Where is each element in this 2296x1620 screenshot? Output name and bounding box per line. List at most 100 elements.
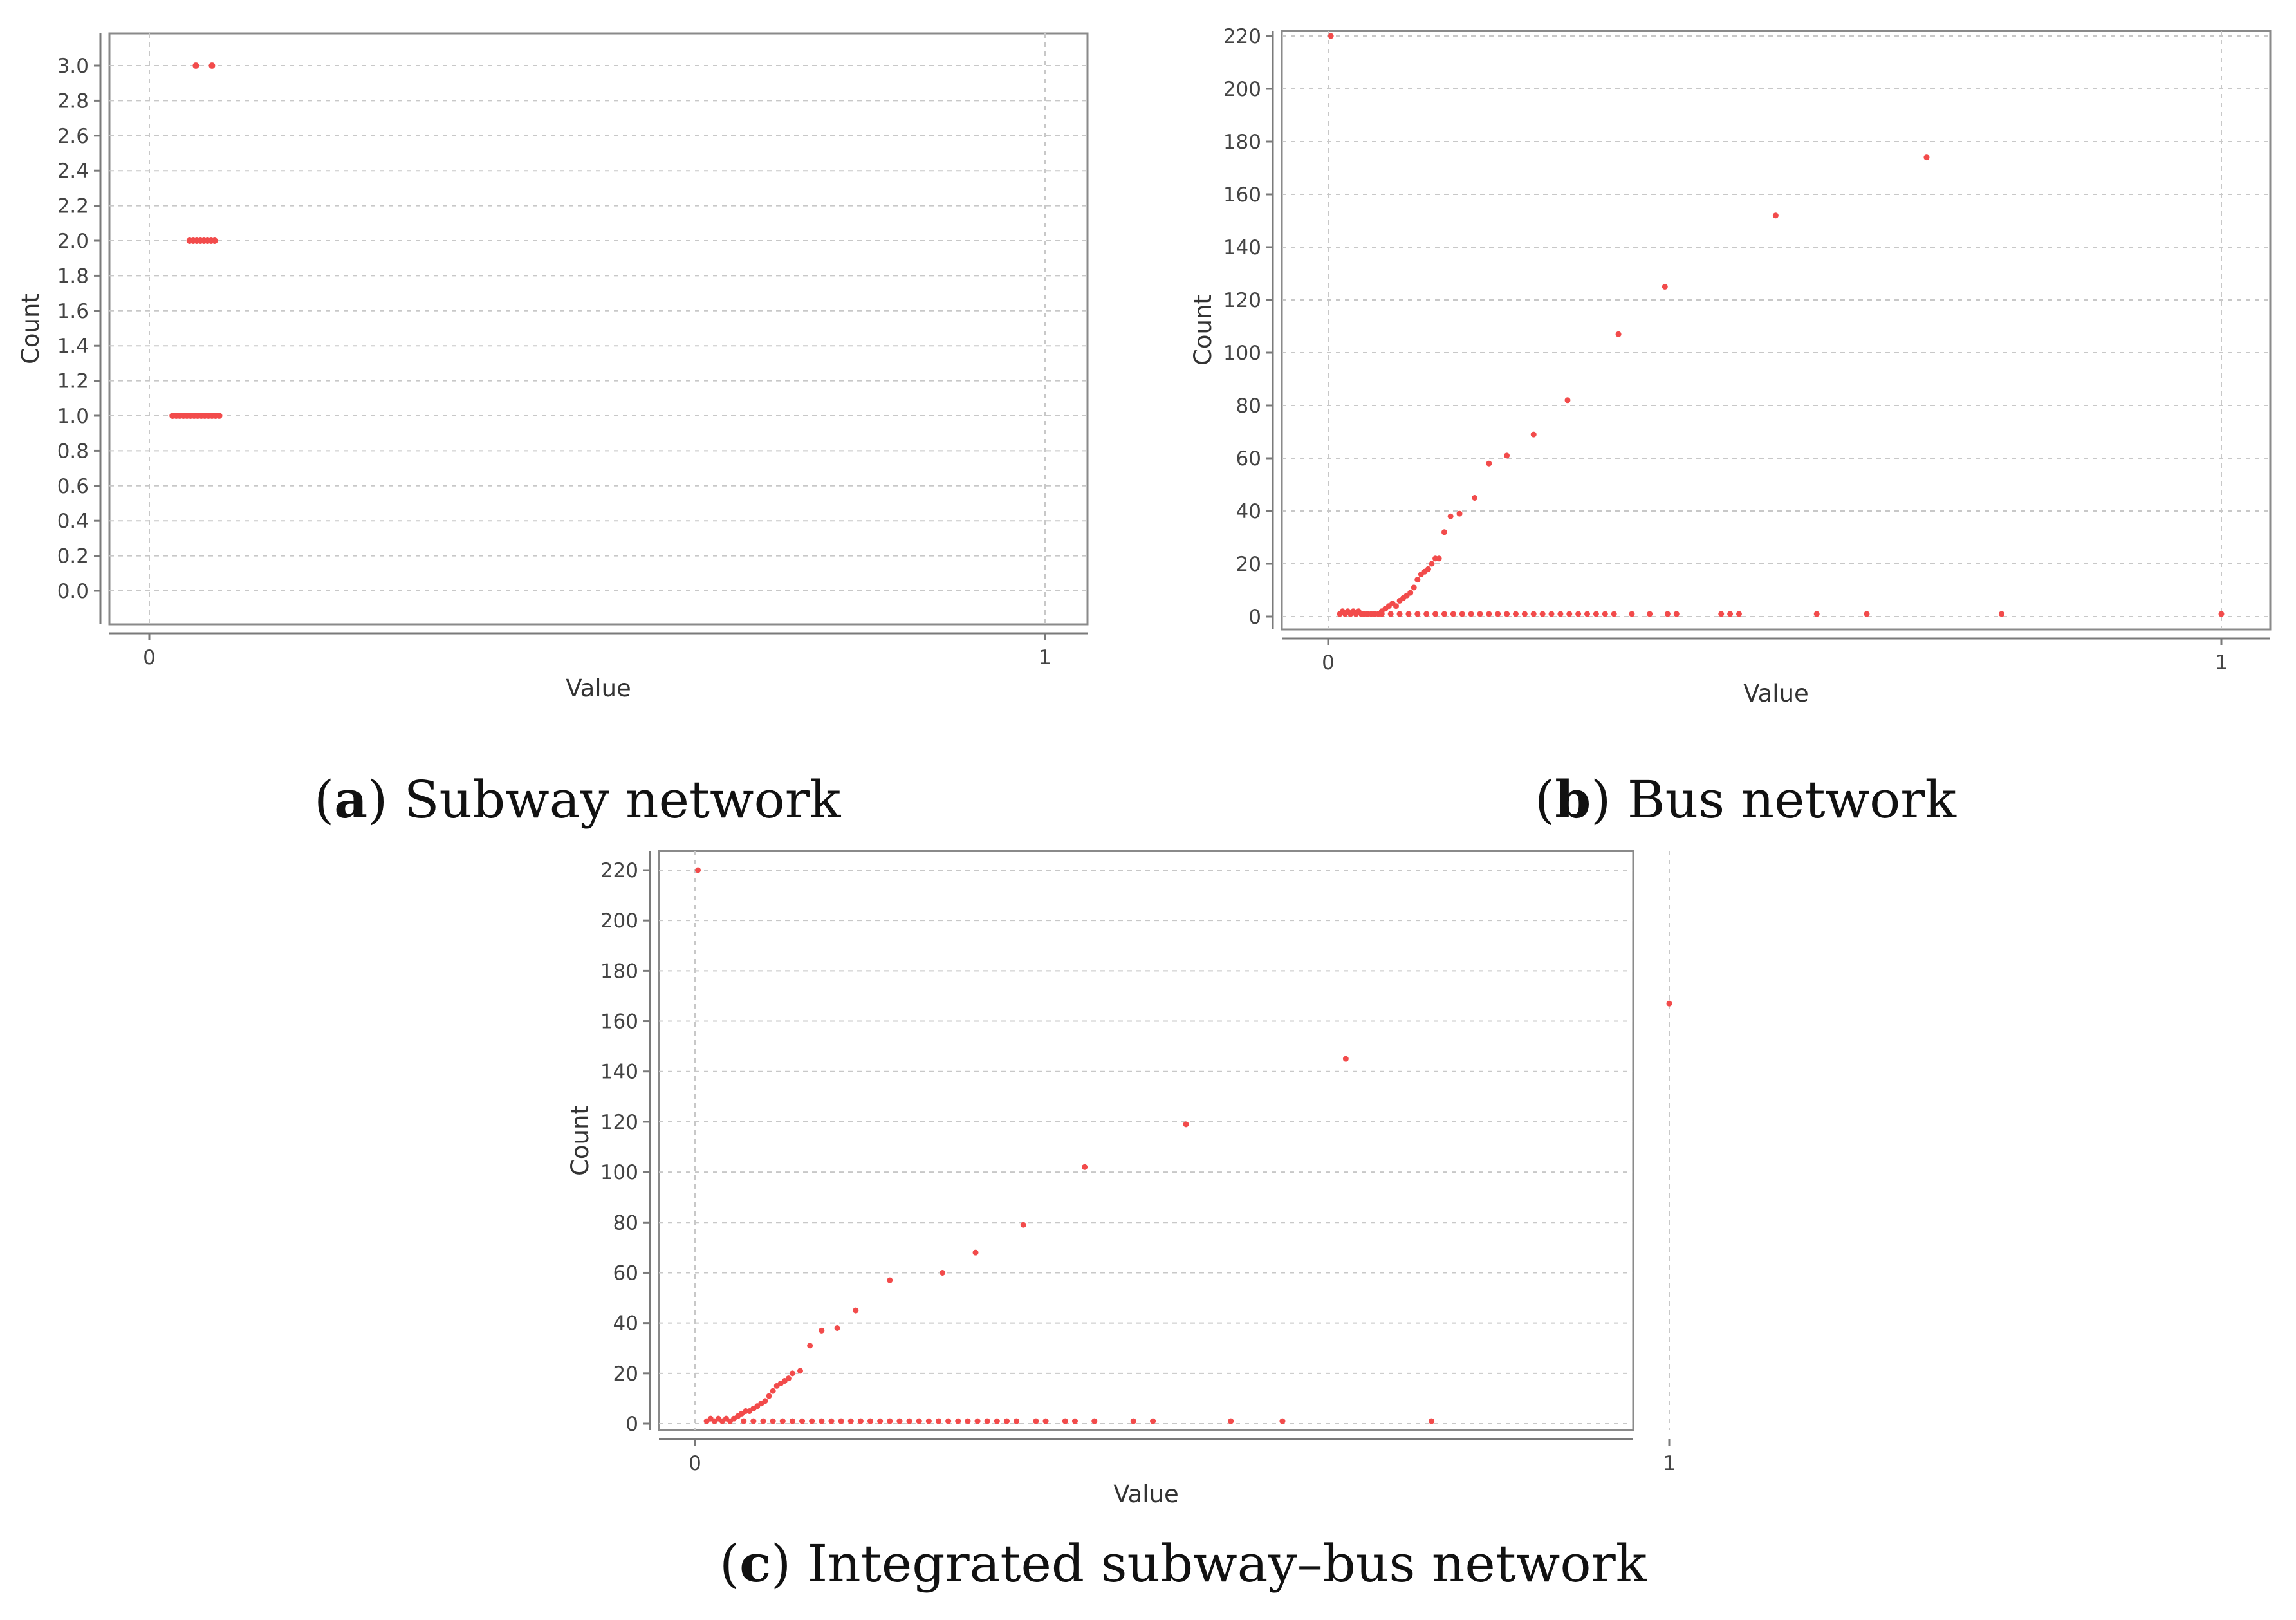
data-point [766, 1393, 772, 1399]
y-tick-label: 220 [1223, 25, 1261, 48]
y-tick-label: 20 [1236, 553, 1261, 576]
data-point [1472, 495, 1478, 501]
y-tick-label: 0.2 [57, 545, 89, 568]
data-point [1615, 331, 1622, 337]
x-tick-label: 0 [689, 1452, 701, 1475]
caption-a: (a) Subway network [314, 769, 841, 830]
data-point [1564, 397, 1571, 404]
data-point [1378, 611, 1385, 617]
data-point [1020, 1222, 1026, 1228]
plot-frame [1281, 30, 2272, 631]
data-point [1082, 1164, 1088, 1170]
data-point [1727, 611, 1734, 617]
data-point [906, 1418, 912, 1424]
y-tick-label: 2.8 [57, 89, 89, 113]
data-point [877, 1418, 884, 1424]
caption-c: (c) Integrated subway–bus network [719, 1533, 1647, 1594]
y-tick-label: 160 [600, 1010, 638, 1034]
data-point [1486, 460, 1492, 467]
data-point [1405, 611, 1412, 617]
data-point [1459, 611, 1465, 617]
data-point [972, 1249, 979, 1256]
y-tick-label: 2.0 [57, 230, 89, 253]
data-point [1411, 584, 1417, 591]
data-point [1566, 611, 1573, 617]
data-point [847, 1418, 854, 1424]
data-point [945, 1418, 952, 1424]
data-point [1539, 611, 1546, 617]
data-point [1512, 611, 1519, 617]
data-point [1450, 611, 1456, 617]
data-point [1183, 1121, 1189, 1128]
data-point [1557, 611, 1564, 617]
data-point [1396, 611, 1403, 617]
data-point [925, 1418, 932, 1424]
y-tick-label: 1.2 [57, 370, 89, 393]
x-tick-label: 0 [1322, 651, 1335, 675]
data-point [211, 237, 218, 244]
data-point [2218, 611, 2225, 617]
y-tick-label: 120 [1223, 289, 1261, 312]
x-axis-label: Value [566, 675, 631, 702]
data-point [807, 1343, 813, 1349]
data-point [1923, 154, 1930, 161]
data-point [1328, 33, 1334, 39]
y-tick-label: 200 [1223, 78, 1261, 101]
data-point [762, 1398, 768, 1404]
data-point [1432, 611, 1439, 617]
data-point [1772, 212, 1779, 219]
data-point [1033, 1418, 1039, 1424]
data-point [936, 1418, 941, 1424]
data-point [695, 867, 701, 873]
data-point [1468, 611, 1474, 617]
data-point [1279, 1418, 1286, 1424]
data-point [916, 1418, 922, 1424]
y-tick-label: 0.0 [57, 580, 89, 603]
y-tick-label: 0 [1248, 606, 1261, 629]
y-tick-label: 1.8 [57, 265, 89, 288]
data-point [1718, 611, 1725, 617]
data-point [1429, 1418, 1435, 1424]
data-point [799, 1418, 806, 1424]
data-point [867, 1418, 874, 1424]
x-tick-label: 1 [1039, 646, 1051, 669]
y-axis-label: Count [566, 1105, 594, 1176]
grid-lines [659, 851, 1670, 1430]
y-tick-label: 0.8 [57, 440, 89, 463]
y-tick-label: 220 [600, 859, 638, 882]
y-tick-label: 0 [625, 1413, 638, 1436]
data-point [797, 1368, 804, 1374]
data-point [1441, 529, 1447, 535]
grid-lines [1282, 31, 2270, 629]
data-point [1393, 603, 1399, 610]
data-point [1130, 1418, 1136, 1424]
data-point [750, 1418, 757, 1424]
grid-lines [109, 33, 1088, 624]
data-point [208, 62, 216, 69]
data-point [1495, 611, 1501, 617]
bus-network-scatter: 0 20 40 60 80 100 120 140 160 180 200 220 0 1 Value Cou… [1189, 25, 2272, 707]
data-point [1666, 1000, 1672, 1007]
y-tick-label: 60 [1236, 447, 1261, 470]
data-point [1423, 611, 1430, 617]
data-point [779, 1418, 786, 1424]
data-point [216, 413, 223, 419]
y-tick-label: 100 [600, 1161, 638, 1184]
y-tick-label: 40 [1236, 500, 1261, 523]
data-point [770, 1388, 776, 1394]
data-point [1584, 611, 1591, 617]
data-point [965, 1418, 971, 1424]
data-point [760, 1418, 766, 1424]
data-point [834, 1325, 840, 1331]
data-point [940, 1269, 946, 1276]
data-point [819, 1418, 825, 1424]
data-point [857, 1418, 864, 1424]
caption-text: Integrated subway–bus network [807, 1534, 1647, 1594]
y-tick-label: 80 [613, 1211, 638, 1234]
y-tick-label: 3.0 [57, 55, 89, 78]
data-point [896, 1418, 903, 1424]
data-point [1629, 611, 1635, 617]
data-point [1602, 611, 1608, 617]
x-axis-label: Value [1743, 680, 1809, 707]
data-point [1042, 1418, 1049, 1424]
